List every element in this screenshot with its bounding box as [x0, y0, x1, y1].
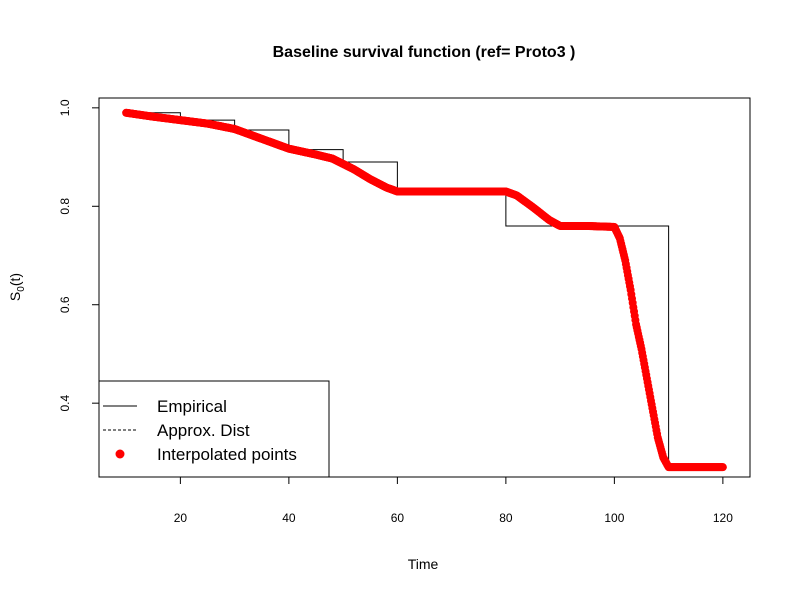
- x-axis: 20 40 60 80 100 120: [174, 476, 733, 525]
- x-tick-label: 60: [391, 511, 405, 525]
- legend-point-marker: [115, 449, 125, 459]
- legend-box: [98, 380, 330, 478]
- y-tick-label: 0.8: [58, 198, 72, 215]
- plot-area: [122, 108, 727, 472]
- legend-label: Interpolated points: [157, 445, 297, 464]
- x-axis-label: Time: [408, 556, 439, 572]
- y-tick-label: 0.4: [58, 395, 72, 412]
- legend-label: Approx. Dist: [157, 421, 250, 440]
- x-tick-label: 40: [282, 511, 296, 525]
- interpolated-point: [718, 463, 727, 472]
- x-tick-label: 80: [499, 511, 513, 525]
- legend-entry: Empirical: [103, 397, 227, 416]
- x-tick-label: 120: [713, 511, 733, 525]
- y-axis-label: S0(t): [7, 273, 27, 301]
- legend-label: Empirical: [157, 397, 227, 416]
- x-tick-label: 20: [174, 511, 188, 525]
- legend: Empirical Approx. Dist Interpolated points: [98, 380, 330, 478]
- interpolated-points: [122, 108, 727, 472]
- chart-title: Baseline survival function (ref= Proto3 …: [273, 44, 576, 61]
- x-tick-label: 100: [604, 511, 624, 525]
- y-axis: 0.4 0.6 0.8 1.0: [58, 99, 100, 412]
- y-tick-label: 0.6: [58, 296, 72, 313]
- legend-entry: Approx. Dist: [103, 421, 250, 440]
- y-tick-label: 1.0: [58, 99, 72, 116]
- legend-entry: Interpolated points: [115, 445, 297, 464]
